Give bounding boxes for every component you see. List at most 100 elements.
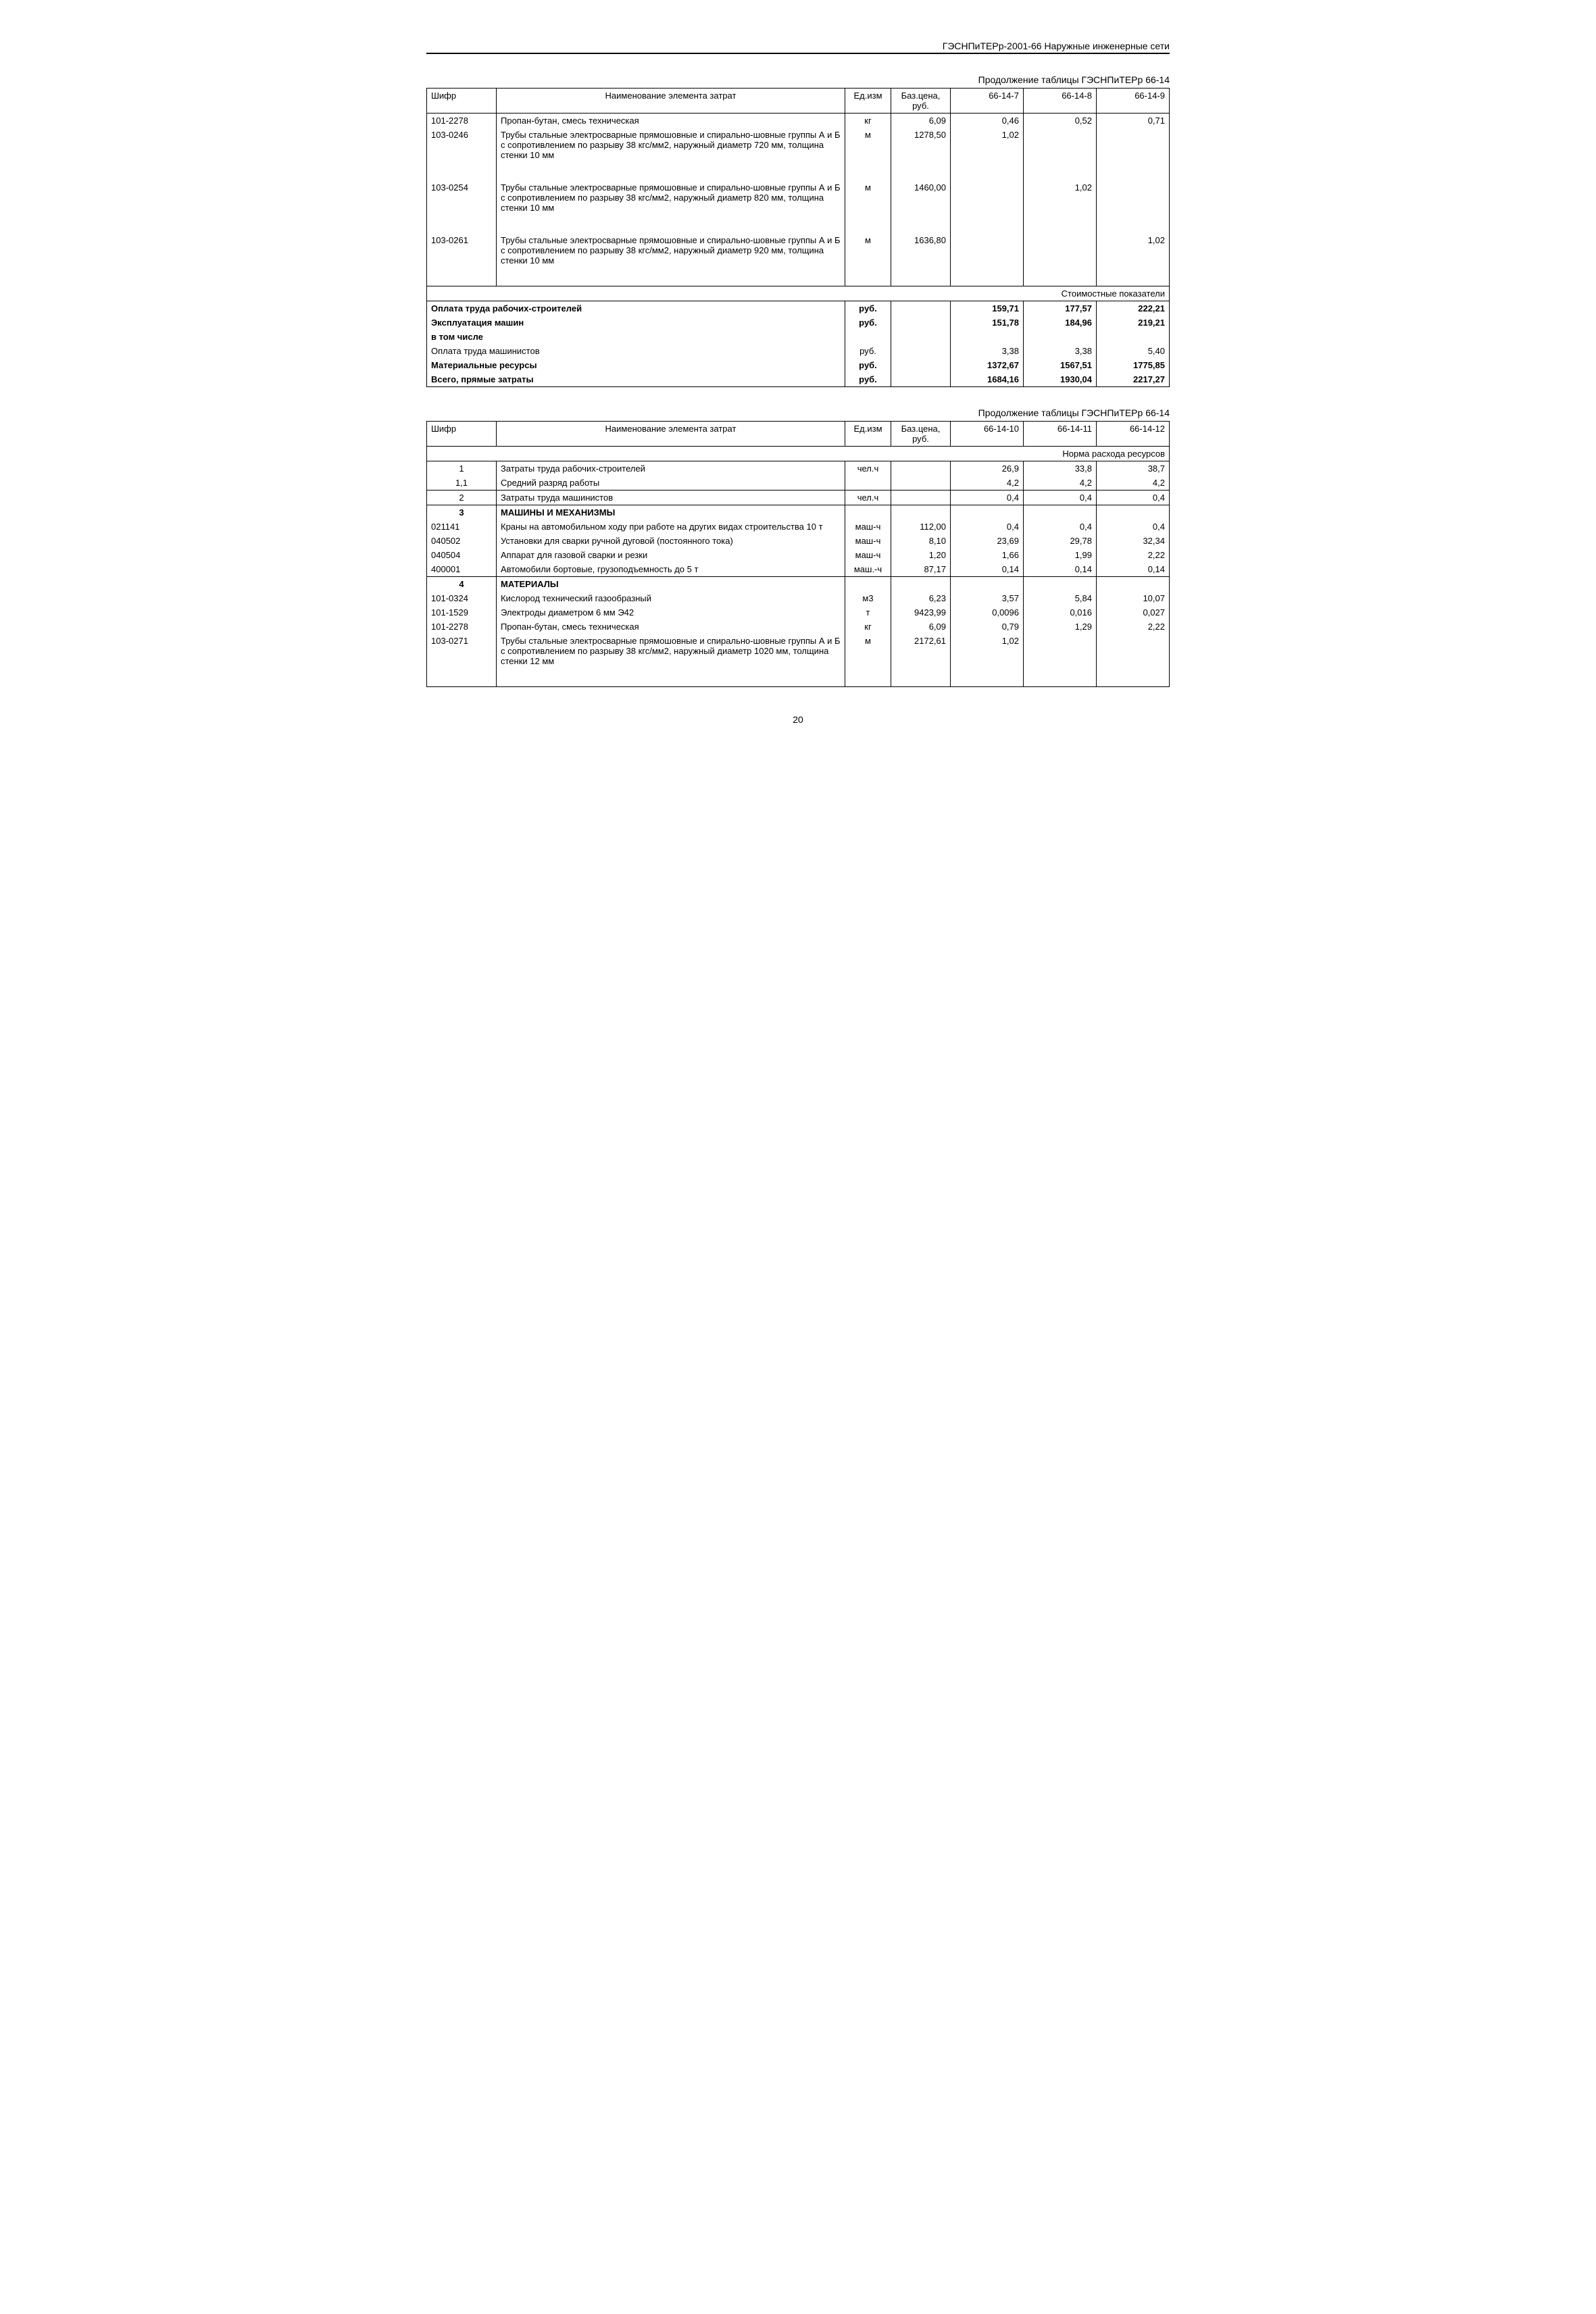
cell: 0,46 xyxy=(951,114,1024,128)
table-row: 103-0261Трубы стальные электросварные пр… xyxy=(427,233,1170,286)
cell: 1,1 xyxy=(427,476,497,491)
cell: 101-1529 xyxy=(427,605,497,620)
cell: м xyxy=(845,128,891,180)
cell: 9423,99 xyxy=(891,605,951,620)
cell: 1930,04 xyxy=(1024,372,1097,387)
table-row: 1,1Средний разряд работы4,24,24,2 xyxy=(427,476,1170,491)
table1: Шифр Наименование элемента затрат Ед.изм… xyxy=(426,88,1170,387)
norm-header-cell: Норма расхода ресурсов xyxy=(427,447,1170,461)
th-code: Шифр xyxy=(427,89,497,114)
cell: 1,99 xyxy=(1024,548,1097,562)
cell xyxy=(1097,577,1170,592)
cell: 1,66 xyxy=(951,548,1024,562)
th-unit: Ед.изм xyxy=(845,89,891,114)
cell xyxy=(845,330,891,344)
cell xyxy=(891,316,951,330)
cell: маш.-ч xyxy=(845,562,891,577)
table2-continuation: Продолжение таблицы ГЭСНПиТЕРр 66-14 xyxy=(426,407,1170,418)
cell: 2 xyxy=(427,491,497,505)
cell: 5,40 xyxy=(1097,344,1170,358)
cell xyxy=(845,476,891,491)
cell: 33,8 xyxy=(1024,461,1097,476)
cell: 0,027 xyxy=(1097,605,1170,620)
cell: 222,21 xyxy=(1097,301,1170,316)
cell: маш-ч xyxy=(845,534,891,548)
cell: 1,20 xyxy=(891,548,951,562)
cell: Кислород технический газообразный xyxy=(497,591,845,605)
cell: Краны на автомобильном ходу при работе н… xyxy=(497,520,845,534)
cell: 1,02 xyxy=(951,634,1024,687)
cost-row: в том числе xyxy=(427,330,1170,344)
th2-c1: 66-14-10 xyxy=(951,422,1024,447)
th2-c3: 66-14-12 xyxy=(1097,422,1170,447)
table-row: 1Затраты труда рабочих-строителейчел.ч26… xyxy=(427,461,1170,476)
table2: Шифр Наименование элемента затрат Ед.изм… xyxy=(426,421,1170,687)
cell: 0,52 xyxy=(1024,114,1097,128)
cell: 3 xyxy=(427,505,497,520)
cell: 23,69 xyxy=(951,534,1024,548)
table-row: 400001Автомобили бортовые, грузоподъемно… xyxy=(427,562,1170,577)
cell: 103-0246 xyxy=(427,128,497,180)
cell xyxy=(951,330,1024,344)
cell xyxy=(951,233,1024,286)
cell: 29,78 xyxy=(1024,534,1097,548)
page-number: 20 xyxy=(426,714,1170,725)
table-row: 103-0271Трубы стальные электросварные пр… xyxy=(427,634,1170,687)
table-row: 2Затраты труда машинистовчел.ч0,40,40,4 xyxy=(427,491,1170,505)
cell: 3,57 xyxy=(951,591,1024,605)
th-c2: 66-14-8 xyxy=(1024,89,1097,114)
cell: чел.ч xyxy=(845,491,891,505)
doc-header: ГЭСНПиТЕРр-2001-66 Наружные инженерные с… xyxy=(426,41,1170,54)
cell: руб. xyxy=(845,301,891,316)
cell: 0,14 xyxy=(951,562,1024,577)
cell xyxy=(1097,505,1170,520)
cell: 0,016 xyxy=(1024,605,1097,620)
cell xyxy=(891,476,951,491)
cell xyxy=(891,301,951,316)
table-row: 040502Установки для сварки ручной дугово… xyxy=(427,534,1170,548)
cell: 0,4 xyxy=(1024,520,1097,534)
cell xyxy=(891,577,951,592)
cell: маш-ч xyxy=(845,548,891,562)
cell xyxy=(1097,330,1170,344)
cell: руб. xyxy=(845,358,891,372)
cell: 0,4 xyxy=(1024,491,1097,505)
cell: м xyxy=(845,180,891,233)
cell: 1278,50 xyxy=(891,128,951,180)
cell: 101-0324 xyxy=(427,591,497,605)
cell xyxy=(845,577,891,592)
cell: Оплата труда машинистов xyxy=(427,344,845,358)
cell: чел.ч xyxy=(845,461,891,476)
cell: Оплата труда рабочих-строителей xyxy=(427,301,845,316)
cell: 0,71 xyxy=(1097,114,1170,128)
cell: 0,14 xyxy=(1024,562,1097,577)
th2-code: Шифр xyxy=(427,422,497,447)
cost-row: Материальные ресурсыруб.1372,671567,5117… xyxy=(427,358,1170,372)
th-name: Наименование элемента затрат xyxy=(497,89,845,114)
cell: 3,38 xyxy=(951,344,1024,358)
cell: 1372,67 xyxy=(951,358,1024,372)
cell xyxy=(951,505,1024,520)
cell: 87,17 xyxy=(891,562,951,577)
cell: Электроды диаметром 6 мм Э42 xyxy=(497,605,845,620)
cell: 10,07 xyxy=(1097,591,1170,605)
cell xyxy=(1024,634,1097,687)
cell: 38,7 xyxy=(1097,461,1170,476)
cell: 0,0096 xyxy=(951,605,1024,620)
cell: 4,2 xyxy=(1097,476,1170,491)
cell xyxy=(1024,128,1097,180)
cost-row: Оплата труда рабочих-строителейруб.159,7… xyxy=(427,301,1170,316)
cell xyxy=(891,505,951,520)
cell: Средний разряд работы xyxy=(497,476,845,491)
cell: 32,34 xyxy=(1097,534,1170,548)
cell: 040502 xyxy=(427,534,497,548)
table2-header-row: Шифр Наименование элемента затрат Ед.изм… xyxy=(427,422,1170,447)
cell: 2,22 xyxy=(1097,620,1170,634)
cell: 021141 xyxy=(427,520,497,534)
cell: МАТЕРИАЛЫ xyxy=(497,577,845,592)
cell: 1,29 xyxy=(1024,620,1097,634)
cell xyxy=(1024,330,1097,344)
table1-header-row: Шифр Наименование элемента затрат Ед.изм… xyxy=(427,89,1170,114)
cell: 151,78 xyxy=(951,316,1024,330)
cell: Автомобили бортовые, грузоподъемность до… xyxy=(497,562,845,577)
